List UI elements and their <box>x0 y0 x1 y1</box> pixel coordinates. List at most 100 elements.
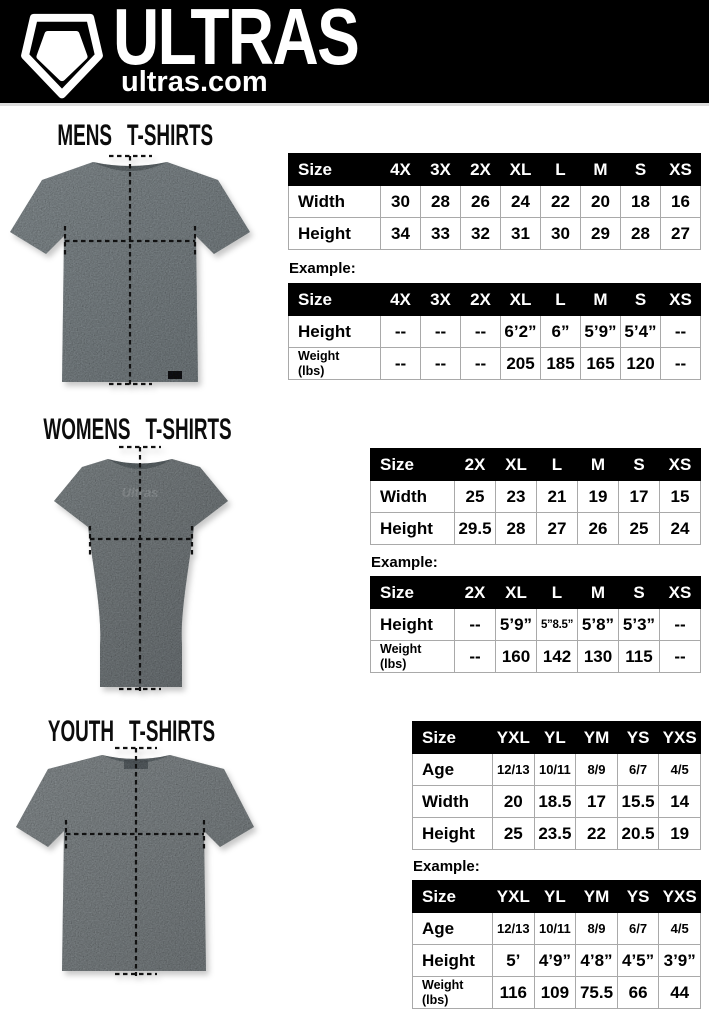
size-table: Size YXL YL YM YS YXS Age 12/13 10/11 8/9 6/7 4/5 He… <box>412 880 701 1009</box>
table-row: Height -- -- -- 6’2” 6” 5’9” 5’4” -- <box>288 315 701 348</box>
row-label: Height <box>412 817 493 850</box>
brand-wordmark: ULTRAS <box>113 0 360 81</box>
value-cell: 142 <box>536 640 578 673</box>
size-column-header: 2X <box>454 448 496 481</box>
value-cell: -- <box>659 608 701 641</box>
table-row: Height -- 5’9” 5”8.5” 5’8” 5’3” -- <box>370 608 701 641</box>
row-label: Weight (lbs) <box>288 347 381 380</box>
size-column-header: XS <box>660 283 701 316</box>
size-column-header: 3X <box>420 283 461 316</box>
row-label: Age <box>412 912 493 945</box>
value-cell: -- <box>460 315 501 348</box>
size-column-header: YL <box>533 721 577 754</box>
value-cell: 130 <box>577 640 619 673</box>
size-column-header: XS <box>659 448 701 481</box>
value-cell: 18 <box>620 185 661 218</box>
row-label: Height <box>370 608 455 641</box>
section-title-youth: YOUTH T-SHIRTS <box>48 715 216 748</box>
site-url: ultras.com <box>121 66 268 98</box>
value-cell: 22 <box>575 817 618 850</box>
value-cell: 109 <box>533 976 577 1009</box>
value-cell: 5’3” <box>618 608 660 641</box>
value-cell: 18.5 <box>533 785 577 818</box>
table-row: Width 30 28 26 24 22 20 18 16 <box>288 185 701 218</box>
size-column-header: YXL <box>492 880 535 913</box>
corner-header: Size <box>370 576 455 609</box>
row-label: Height <box>370 512 455 545</box>
womens-example-table: Size 2X XL L M S XS Height -- 5’9” 5”8.5” 5’8” 5’3” -… <box>370 576 701 673</box>
value-cell: 28 <box>495 512 537 545</box>
value-cell: 12/13 <box>492 912 535 945</box>
table-row: Width 20 18.5 17 15.5 14 <box>412 785 701 818</box>
value-cell: -- <box>454 640 496 673</box>
value-cell: 8/9 <box>575 912 618 945</box>
size-column-header: L <box>540 283 581 316</box>
womens-example-label: Example: <box>371 554 438 571</box>
size-column-header: 4X <box>380 153 421 186</box>
value-cell: 23 <box>495 480 537 513</box>
corner-header: Size <box>412 721 493 754</box>
value-cell: 29.5 <box>454 512 496 545</box>
value-cell: 6’2” <box>500 315 541 348</box>
row-label: Height <box>288 315 381 348</box>
size-column-header: YS <box>616 880 660 913</box>
size-column-header: XL <box>500 153 541 186</box>
size-table: Size 4X 3X 2X XL L M S XS Height -- -- -- 6’2” 6” 5’9” 5… <box>288 283 701 380</box>
value-cell: 5’9” <box>580 315 621 348</box>
table-header-row: Size 4X 3X 2X XL L M S XS <box>288 283 701 316</box>
value-cell: -- <box>420 347 461 380</box>
size-column-header: YM <box>575 721 618 754</box>
value-cell: 10/11 <box>533 912 577 945</box>
value-cell: 34 <box>380 217 421 250</box>
table-row: Height 5’ 4’9” 4’8” 4’5” 3’9” <box>412 944 701 977</box>
size-column-header: S <box>618 576 660 609</box>
value-cell: 30 <box>540 217 581 250</box>
value-cell: -- <box>454 608 496 641</box>
table-header-row: Size YXL YL YM YS YXS <box>412 880 701 913</box>
size-column-header: 2X <box>460 153 501 186</box>
value-cell: 205 <box>500 347 541 380</box>
value-cell: 3’9” <box>658 944 701 977</box>
size-column-header: YXS <box>658 880 701 913</box>
table-row: Height 29.5 28 27 26 25 24 <box>370 512 701 545</box>
value-cell: 6” <box>540 315 581 348</box>
value-cell: 28 <box>420 185 461 218</box>
table-row: Height 25 23.5 22 20.5 19 <box>412 817 701 850</box>
brand-header: ULTRAS ultras.com <box>0 0 709 106</box>
size-column-header: XL <box>495 576 537 609</box>
section-title-womens: WOMENS T-SHIRTS <box>42 413 232 446</box>
size-column-header: L <box>536 448 578 481</box>
value-cell: 66 <box>616 976 660 1009</box>
row-label: Age <box>412 753 493 786</box>
corner-header: Size <box>412 880 493 913</box>
value-cell: 15 <box>659 480 701 513</box>
value-cell: 6/7 <box>616 753 660 786</box>
value-cell: 16 <box>660 185 701 218</box>
size-column-header: YL <box>533 880 577 913</box>
value-cell: 25 <box>618 512 660 545</box>
table-row: Height 34 33 32 31 30 29 28 27 <box>288 217 701 250</box>
value-cell: -- <box>380 315 421 348</box>
pentagon-shield-icon <box>21 13 103 99</box>
value-cell: 23.5 <box>533 817 577 850</box>
value-cell: 160 <box>495 640 537 673</box>
corner-header: Size <box>288 153 381 186</box>
table-row: Width 25 23 21 19 17 15 <box>370 480 701 513</box>
value-cell: 10/11 <box>533 753 577 786</box>
size-column-header: YS <box>616 721 660 754</box>
size-column-header: L <box>536 576 578 609</box>
value-cell: 24 <box>659 512 701 545</box>
value-cell: 5’9” <box>495 608 537 641</box>
mens-example-label: Example: <box>289 260 356 277</box>
table-row: Weight (lbs) -- 160 142 130 115 -- <box>370 640 701 673</box>
value-cell: 20.5 <box>616 817 660 850</box>
corner-header: Size <box>370 448 455 481</box>
section-title-mens: MENS T-SHIRTS <box>57 119 213 152</box>
size-column-header: M <box>580 153 621 186</box>
value-cell: 165 <box>580 347 621 380</box>
value-cell: 5’4” <box>620 315 661 348</box>
value-cell: 5’ <box>492 944 535 977</box>
size-column-header: 2X <box>454 576 496 609</box>
row-label: Height <box>412 944 493 977</box>
mens-tshirt-image <box>10 154 250 386</box>
